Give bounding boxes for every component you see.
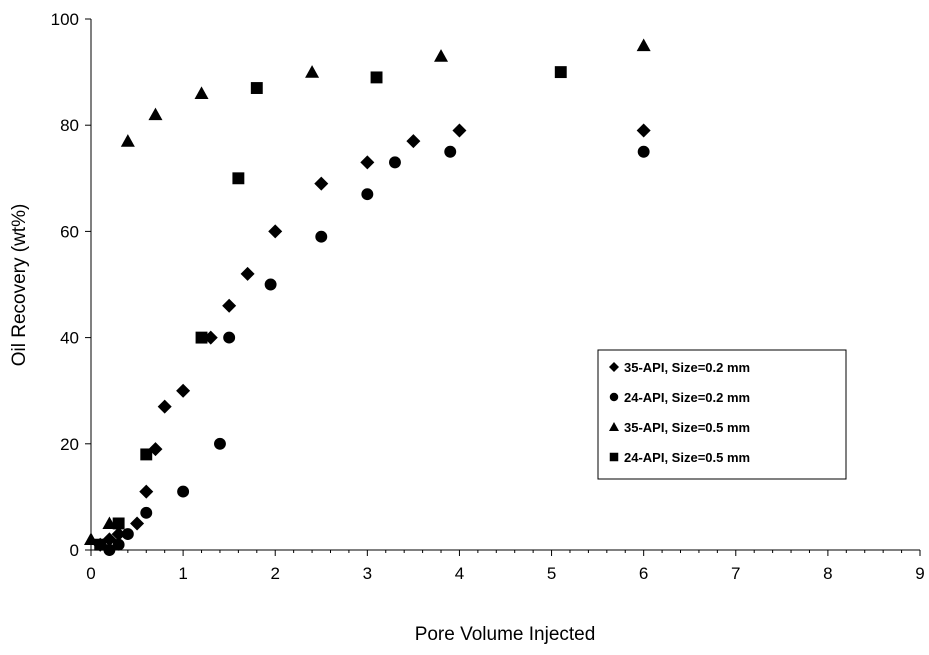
tick-labels: 0 1 2 3 4 5 6 7 8 9 0 20 40 60 80 100 xyxy=(51,10,925,583)
data-point-square xyxy=(554,66,567,79)
x-tick-label: 9 xyxy=(915,564,924,583)
series-square xyxy=(94,66,567,551)
data-point-square xyxy=(195,331,208,344)
data-point-diamond xyxy=(636,123,651,138)
x-axis-title: Pore Volume Injected xyxy=(415,624,596,645)
data-point-diamond xyxy=(268,224,283,239)
y-axis-title: Oil Recovery (wt%) xyxy=(9,204,30,367)
data-point-square xyxy=(250,82,263,94)
data-point-circle xyxy=(177,485,190,498)
legend-marker-circle xyxy=(609,392,619,402)
series-triangle xyxy=(84,38,651,545)
y-tick-label: 80 xyxy=(60,116,79,135)
data-point-triangle xyxy=(148,107,163,121)
data-point-circle xyxy=(223,331,236,344)
data-point-diamond xyxy=(130,516,145,531)
data-point-diamond xyxy=(314,176,329,191)
y-tick-label: 40 xyxy=(60,329,79,348)
data-point-square xyxy=(232,172,245,185)
data-point-diamond xyxy=(111,527,126,542)
data-point-square xyxy=(94,538,107,551)
y-tick-label: 0 xyxy=(70,541,79,560)
y-tick-label: 100 xyxy=(51,10,79,29)
data-point-circle xyxy=(264,278,277,291)
data-point-diamond xyxy=(176,383,191,398)
data-point-diamond xyxy=(360,155,375,170)
series-diamond xyxy=(93,123,651,552)
x-tick-label: 7 xyxy=(731,564,740,583)
data-point-diamond xyxy=(406,134,421,149)
y-tick-label: 20 xyxy=(60,435,79,454)
data-point-square xyxy=(140,448,153,461)
x-tick-label: 8 xyxy=(823,564,832,583)
data-point-circle xyxy=(637,145,650,158)
data-point-circle xyxy=(103,544,116,556)
data-points xyxy=(84,38,651,556)
x-tick-label: 0 xyxy=(86,564,95,583)
data-point-square xyxy=(112,517,125,530)
axes xyxy=(90,19,920,551)
legend-label: 35-API, Size=0.2 mm xyxy=(624,360,750,375)
x-tick-label: 2 xyxy=(270,564,279,583)
data-point-square xyxy=(370,71,383,84)
x-tick-label: 3 xyxy=(363,564,372,583)
data-point-circle xyxy=(315,230,328,243)
y-tick-label: 60 xyxy=(60,222,79,241)
data-point-circle xyxy=(214,437,226,450)
data-point-diamond xyxy=(222,298,237,313)
data-point-triangle xyxy=(434,49,449,62)
data-point-diamond xyxy=(240,266,255,281)
legend-label: 35-API, Size=0.5 mm xyxy=(624,420,750,435)
data-point-circle xyxy=(112,538,125,551)
data-point-diamond xyxy=(139,484,154,499)
x-tick-label: 4 xyxy=(455,564,464,583)
data-point-triangle xyxy=(305,65,320,78)
data-point-circle xyxy=(444,145,457,158)
data-point-triangle xyxy=(194,86,209,99)
legend-label: 24-API, Size=0.5 mm xyxy=(624,450,750,465)
data-point-circle xyxy=(140,506,153,519)
data-point-circle xyxy=(389,156,401,169)
data-point-triangle xyxy=(120,134,135,147)
x-tick-label: 5 xyxy=(547,564,556,583)
series-circle xyxy=(103,145,650,556)
legend: 35-API, Size=0.2 mm 24-API, Size=0.2 mm 35… xyxy=(597,349,847,480)
legend-marker-diamond xyxy=(609,362,619,372)
data-point-diamond xyxy=(157,399,172,414)
legend-label: 24-API, Size=0.2 mm xyxy=(624,390,750,405)
legend-box xyxy=(597,349,847,480)
data-point-circle xyxy=(121,528,134,541)
x-tick-label: 6 xyxy=(639,564,648,583)
data-point-circle xyxy=(361,188,374,201)
legend-marker-triangle xyxy=(609,422,619,431)
legend-marker-square xyxy=(609,452,619,462)
data-point-triangle xyxy=(636,38,651,52)
data-point-diamond xyxy=(452,123,467,138)
x-tick-label: 1 xyxy=(178,564,187,583)
